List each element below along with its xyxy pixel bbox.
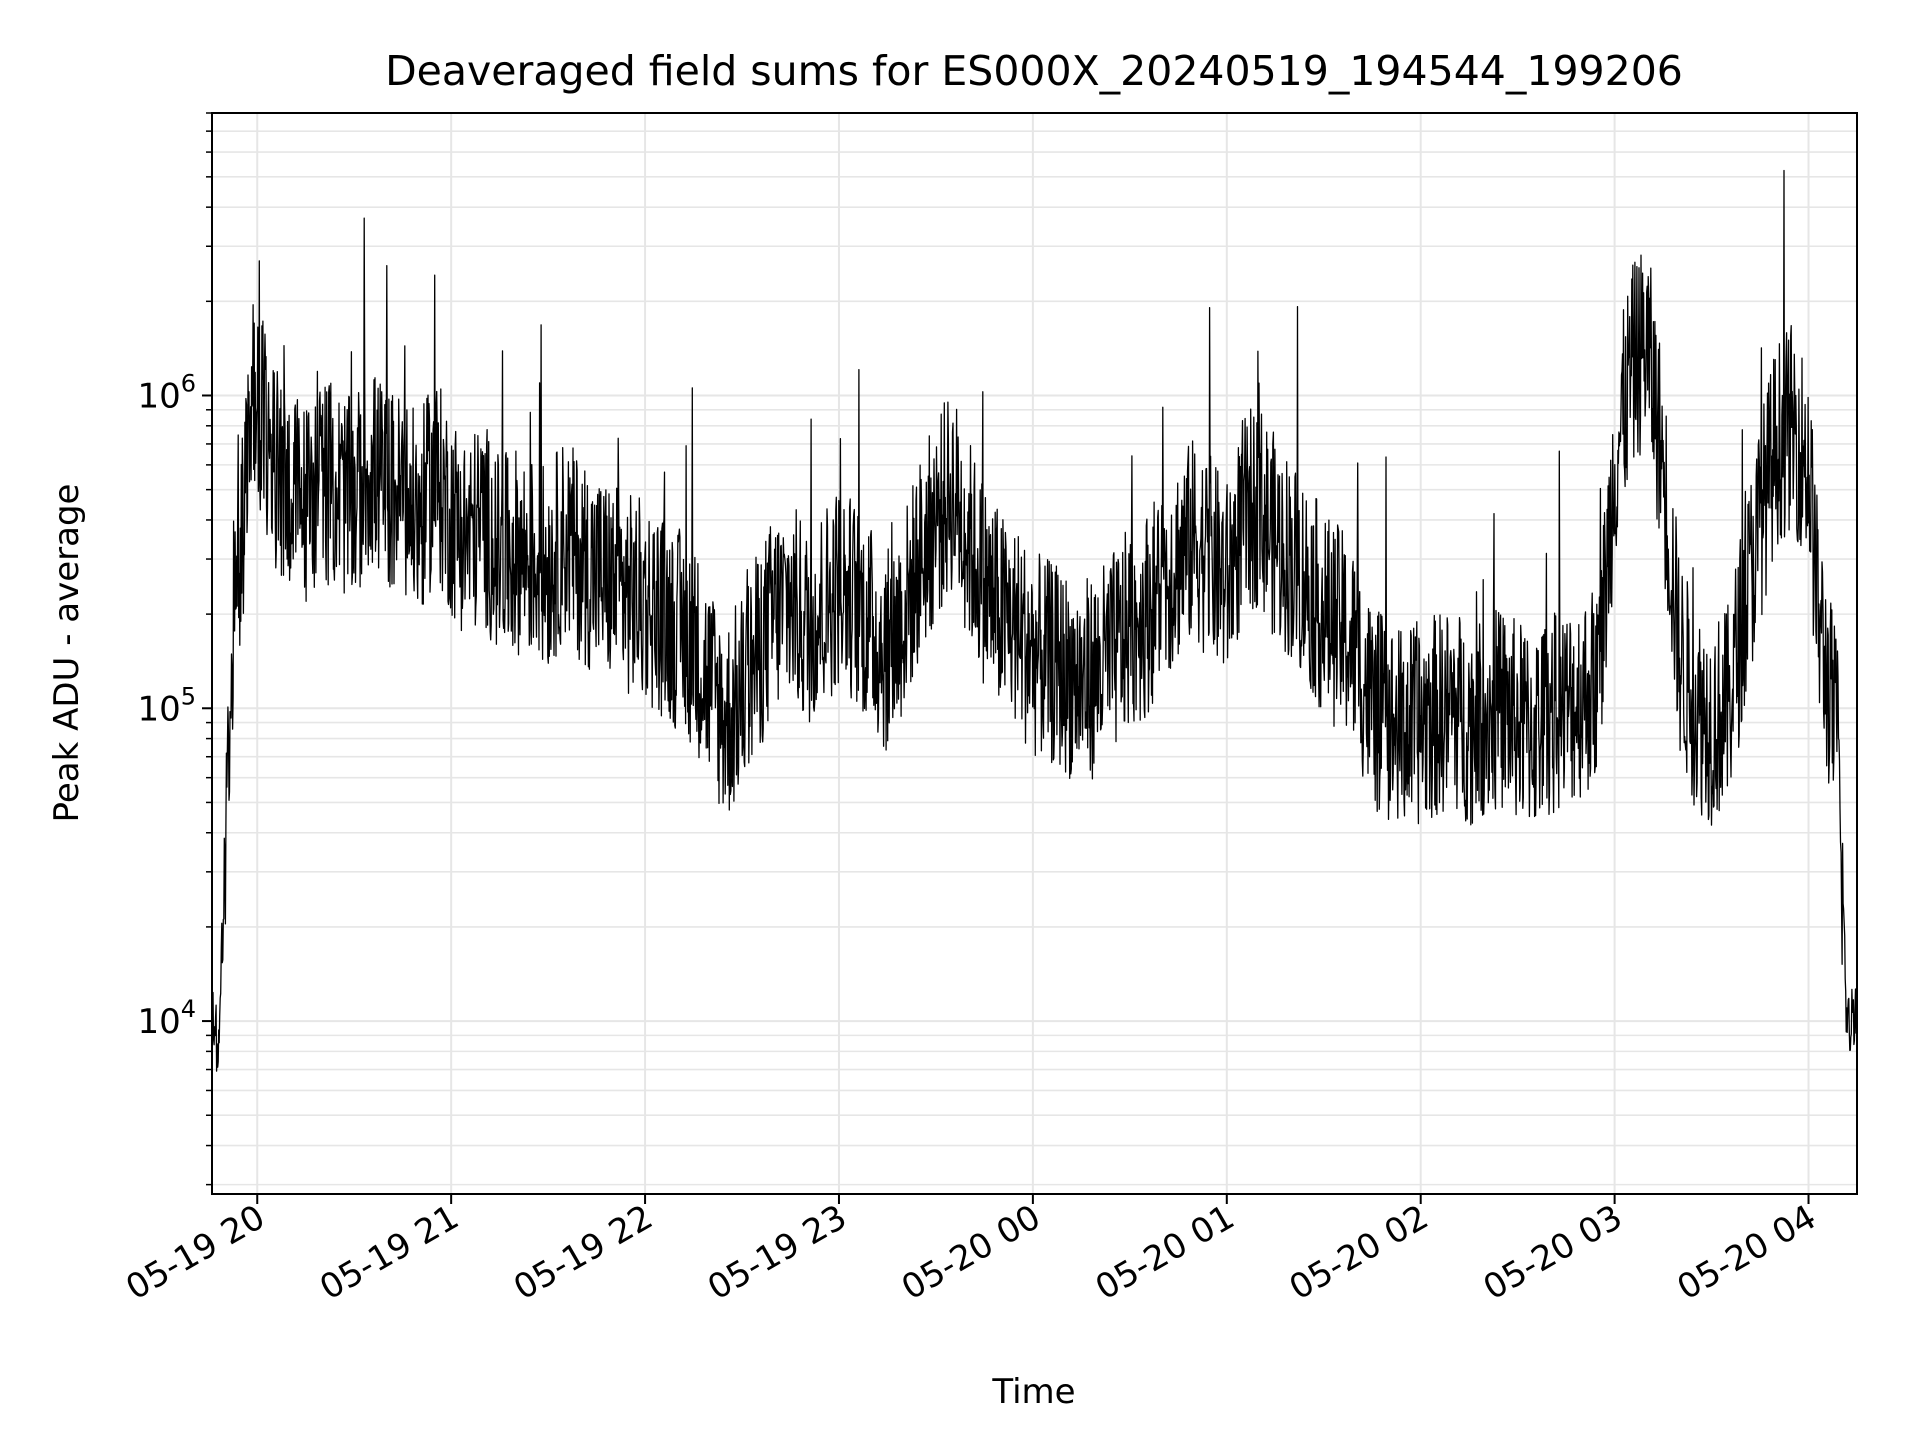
- series-line: [211, 169, 1858, 1072]
- y-tick-label: 105: [137, 682, 196, 729]
- y-tick-label: 106: [137, 369, 196, 416]
- series: [211, 169, 1858, 1072]
- x-axis-label: Time: [991, 1372, 1075, 1412]
- plot-frame: [211, 112, 1858, 1195]
- y-axis: 104 105 106: [137, 112, 212, 1186]
- chart-title: Deaveraged field sums for ES000X_2024051…: [385, 47, 1683, 95]
- y-axis-label: Peak ADU - average: [47, 484, 87, 823]
- y-tick-label: 104: [137, 995, 196, 1042]
